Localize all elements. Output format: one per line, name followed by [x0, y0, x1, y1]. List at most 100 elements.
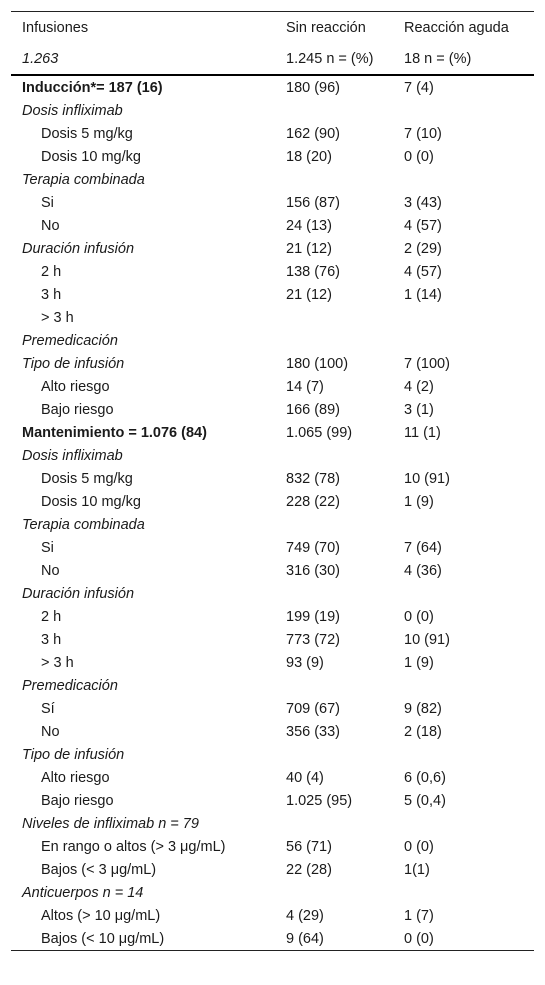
reaccion-aguda-cell: 0 (0) [404, 838, 434, 855]
table-row: Bajo riesgo 1.025 (95) 5 (0,4) [11, 789, 534, 812]
row-label: Terapia combinada [22, 171, 145, 188]
table-row: Duración infusión 21 (12) 2 (29) [11, 237, 534, 260]
table-row: Duración infusión [11, 582, 534, 605]
reaccion-aguda-cell: 5 (0,4) [404, 792, 446, 809]
subheader-sin-reaccion-n: 1.245 n = (%) [286, 50, 374, 67]
reaccion-aguda-cell: 3 (43) [404, 194, 442, 211]
sin-reaccion-cell: 21 (12) [286, 286, 332, 303]
sin-reaccion-cell: 316 (30) [286, 562, 341, 579]
reaccion-aguda-cell: 4 (57) [404, 217, 442, 234]
sin-reaccion-cell: 832 (78) [286, 470, 341, 487]
row-label: Alto riesgo [41, 378, 110, 395]
row-label: 2 h [41, 608, 62, 625]
sin-reaccion-cell: 24 (13) [286, 217, 332, 234]
reaccion-aguda-cell: 2 (18) [404, 723, 442, 740]
subheader-total: 1.263 [22, 50, 59, 67]
sin-reaccion-cell: 4 (29) [286, 907, 324, 924]
table-row: Bajos (< 3 μg/mL) 22 (28) 1(1) [11, 858, 534, 881]
sin-reaccion-cell: 40 (4) [286, 769, 324, 786]
reaccion-aguda-cell: 1 (14) [404, 286, 442, 303]
table-row: Tipo de infusión 180 (100) 7 (100) [11, 352, 534, 375]
reaccion-aguda-cell: 0 (0) [404, 608, 434, 625]
table-row: Tipo de infusión [11, 743, 534, 766]
table-row: No 24 (13) 4 (57) [11, 214, 534, 237]
header-reaccion-aguda: Reacción aguda [404, 19, 509, 36]
table-row: Bajos (< 10 μg/mL) 9 (64) 0 (0) [11, 927, 534, 950]
table-row: Dosis 10 mg/kg 18 (20) 0 (0) [11, 145, 534, 168]
row-label: Duración infusión [22, 585, 135, 602]
row-label: Dosis 10 mg/kg [41, 493, 141, 510]
row-label: Sí [41, 700, 55, 717]
sin-reaccion-cell: 228 (22) [286, 493, 341, 510]
table-body: Inducción*= 187 (16) 180 (96) 7 (4) Dosis i… [11, 76, 534, 950]
reaccion-aguda-cell: 3 (1) [404, 401, 434, 418]
row-label: Mantenimiento = 1.076 (84) [22, 424, 207, 441]
reaccion-aguda-cell: 4 (57) [404, 263, 442, 280]
sin-reaccion-cell: 18 (20) [286, 148, 332, 165]
sin-reaccion-cell: 180 (100) [286, 355, 349, 372]
table-row: 3 h 773 (72) 10 (91) [11, 628, 534, 651]
reaccion-aguda-cell: 1(1) [404, 861, 430, 878]
table-row: 2 h 138 (76) 4 (57) [11, 260, 534, 283]
table-row: Inducción*= 187 (16) 180 (96) 7 (4) [11, 76, 534, 99]
reaccion-aguda-cell: 1 (9) [404, 493, 434, 510]
header-row: Infusiones Sin reacción Reacción aguda [11, 12, 534, 43]
row-label: Bajo riesgo [41, 792, 114, 809]
reaccion-aguda-cell: 4 (2) [404, 378, 434, 395]
row-label: Dosis 5 mg/kg [41, 470, 133, 487]
row-label: Dosis infliximab [22, 102, 123, 119]
table-row: Dosis infliximab [11, 444, 534, 467]
row-label: Niveles de infliximab n = 79 [22, 815, 199, 832]
sin-reaccion-cell: 56 (71) [286, 838, 332, 855]
sin-reaccion-cell: 22 (28) [286, 861, 332, 878]
infusion-reactions-table: Infusiones Sin reacción Reacción aguda 1… [11, 11, 534, 951]
row-label: Alto riesgo [41, 769, 110, 786]
reaccion-aguda-cell: 1 (9) [404, 654, 434, 671]
table-row: Terapia combinada [11, 513, 534, 536]
sin-reaccion-cell: 749 (70) [286, 539, 341, 556]
row-label: Dosis 5 mg/kg [41, 125, 133, 142]
top-rule [11, 11, 534, 12]
sin-reaccion-cell: 9 (64) [286, 930, 324, 947]
header-infusiones: Infusiones [22, 19, 89, 36]
table-row: Dosis 10 mg/kg 228 (22) 1 (9) [11, 490, 534, 513]
row-label: Premedicación [22, 677, 118, 694]
table-row: Premedicación [11, 674, 534, 697]
row-label: Tipo de infusión [22, 355, 125, 372]
bottom-rule [11, 950, 534, 951]
row-label: 3 h [41, 631, 62, 648]
table-row: 3 h 21 (12) 1 (14) [11, 283, 534, 306]
row-label: Inducción*= 187 (16) [22, 79, 163, 96]
table-row: Si 156 (87) 3 (43) [11, 191, 534, 214]
table-row: Niveles de infliximab n = 79 [11, 812, 534, 835]
sin-reaccion-cell: 709 (67) [286, 700, 341, 717]
table-row: Alto riesgo 40 (4) 6 (0,6) [11, 766, 534, 789]
table-row: Anticuerpos n = 14 [11, 881, 534, 904]
row-label: Si [41, 539, 54, 556]
row-label: Tipo de infusión [22, 746, 125, 763]
reaccion-aguda-cell: 7 (4) [404, 79, 434, 96]
row-label: En rango o altos (> 3 μg/mL) [41, 838, 226, 855]
row-label: Terapia combinada [22, 516, 145, 533]
reaccion-aguda-cell: 2 (29) [404, 240, 442, 257]
sin-reaccion-cell: 156 (87) [286, 194, 341, 211]
row-label: Bajo riesgo [41, 401, 114, 418]
table-row: Alto riesgo 14 (7) 4 (2) [11, 375, 534, 398]
reaccion-aguda-cell: 10 (91) [404, 470, 450, 487]
table-row: > 3 h 93 (9) 1 (9) [11, 651, 534, 674]
reaccion-aguda-cell: 9 (82) [404, 700, 442, 717]
subheader-row: 1.263 1.245 n = (%) 18 n = (%) [11, 43, 534, 74]
table-row: Bajo riesgo 166 (89) 3 (1) [11, 398, 534, 421]
reaccion-aguda-cell: 1 (7) [404, 907, 434, 924]
table-row: Sí 709 (67) 9 (82) [11, 697, 534, 720]
table-row: En rango o altos (> 3 μg/mL) 56 (71) 0 (0) [11, 835, 534, 858]
row-label: No [41, 217, 60, 234]
table-row: Premedicación [11, 329, 534, 352]
row-label: No [41, 723, 60, 740]
table-row: Terapia combinada [11, 168, 534, 191]
sin-reaccion-cell: 14 (7) [286, 378, 324, 395]
row-label: > 3 h [41, 654, 74, 671]
table-row: > 3 h [11, 306, 534, 329]
reaccion-aguda-cell: 10 (91) [404, 631, 450, 648]
table-row: Mantenimiento = 1.076 (84) 1.065 (99) 11 (… [11, 421, 534, 444]
